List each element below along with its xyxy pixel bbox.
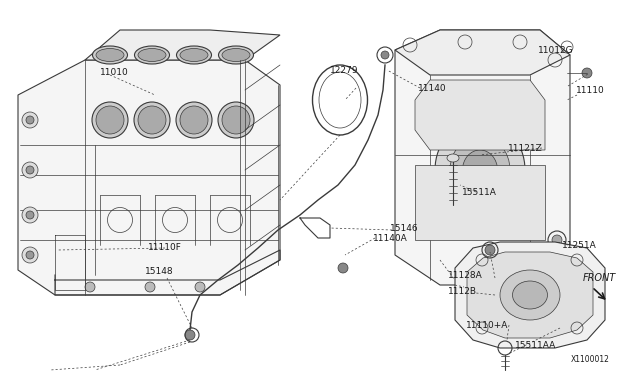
Text: 15511A: 15511A xyxy=(462,187,497,196)
Circle shape xyxy=(26,166,34,174)
Ellipse shape xyxy=(93,46,127,64)
Polygon shape xyxy=(467,252,593,338)
Text: 15148: 15148 xyxy=(145,267,173,276)
Polygon shape xyxy=(455,242,605,348)
Text: 1112B: 1112B xyxy=(448,288,477,296)
Circle shape xyxy=(338,263,348,273)
Text: 11251A: 11251A xyxy=(562,241,596,250)
Text: X1100012: X1100012 xyxy=(571,356,609,365)
Text: 11128A: 11128A xyxy=(448,270,483,279)
Text: FRONT: FRONT xyxy=(583,273,616,283)
Text: 11010: 11010 xyxy=(100,67,129,77)
Polygon shape xyxy=(415,165,545,240)
Circle shape xyxy=(22,207,38,223)
Circle shape xyxy=(582,68,592,78)
Ellipse shape xyxy=(176,102,212,138)
Text: 15511AA: 15511AA xyxy=(515,340,556,350)
Text: 11140A: 11140A xyxy=(373,234,408,243)
Ellipse shape xyxy=(92,102,128,138)
Polygon shape xyxy=(85,30,280,60)
Circle shape xyxy=(22,162,38,178)
Circle shape xyxy=(85,282,95,292)
Text: 11110: 11110 xyxy=(576,86,605,94)
Ellipse shape xyxy=(138,48,166,61)
Circle shape xyxy=(195,282,205,292)
Text: 12279: 12279 xyxy=(330,65,358,74)
Text: 11012G: 11012G xyxy=(538,45,573,55)
Polygon shape xyxy=(415,80,545,150)
Ellipse shape xyxy=(218,102,254,138)
Ellipse shape xyxy=(134,46,170,64)
Polygon shape xyxy=(395,30,570,285)
Circle shape xyxy=(26,211,34,219)
Ellipse shape xyxy=(218,46,253,64)
Circle shape xyxy=(22,112,38,128)
Ellipse shape xyxy=(435,120,525,220)
Text: 15146: 15146 xyxy=(390,224,419,232)
Circle shape xyxy=(26,116,34,124)
Ellipse shape xyxy=(177,46,211,64)
Circle shape xyxy=(485,245,495,255)
Polygon shape xyxy=(18,60,280,295)
Circle shape xyxy=(552,235,562,245)
Text: 11110+A: 11110+A xyxy=(466,321,508,330)
Ellipse shape xyxy=(138,106,166,134)
Text: 11140: 11140 xyxy=(418,83,447,93)
Ellipse shape xyxy=(96,106,124,134)
Text: 11121Z: 11121Z xyxy=(508,144,543,153)
Ellipse shape xyxy=(180,48,208,61)
Ellipse shape xyxy=(500,270,560,320)
Ellipse shape xyxy=(96,48,124,61)
Polygon shape xyxy=(395,30,570,75)
Ellipse shape xyxy=(134,102,170,138)
Circle shape xyxy=(185,330,195,340)
Circle shape xyxy=(26,251,34,259)
Ellipse shape xyxy=(513,281,547,309)
Circle shape xyxy=(145,282,155,292)
Text: 11110F: 11110F xyxy=(148,244,182,253)
Ellipse shape xyxy=(222,106,250,134)
Ellipse shape xyxy=(447,154,459,162)
Circle shape xyxy=(381,51,389,59)
Ellipse shape xyxy=(463,150,497,190)
Ellipse shape xyxy=(180,106,208,134)
Ellipse shape xyxy=(450,136,510,204)
Ellipse shape xyxy=(222,48,250,61)
Circle shape xyxy=(22,247,38,263)
